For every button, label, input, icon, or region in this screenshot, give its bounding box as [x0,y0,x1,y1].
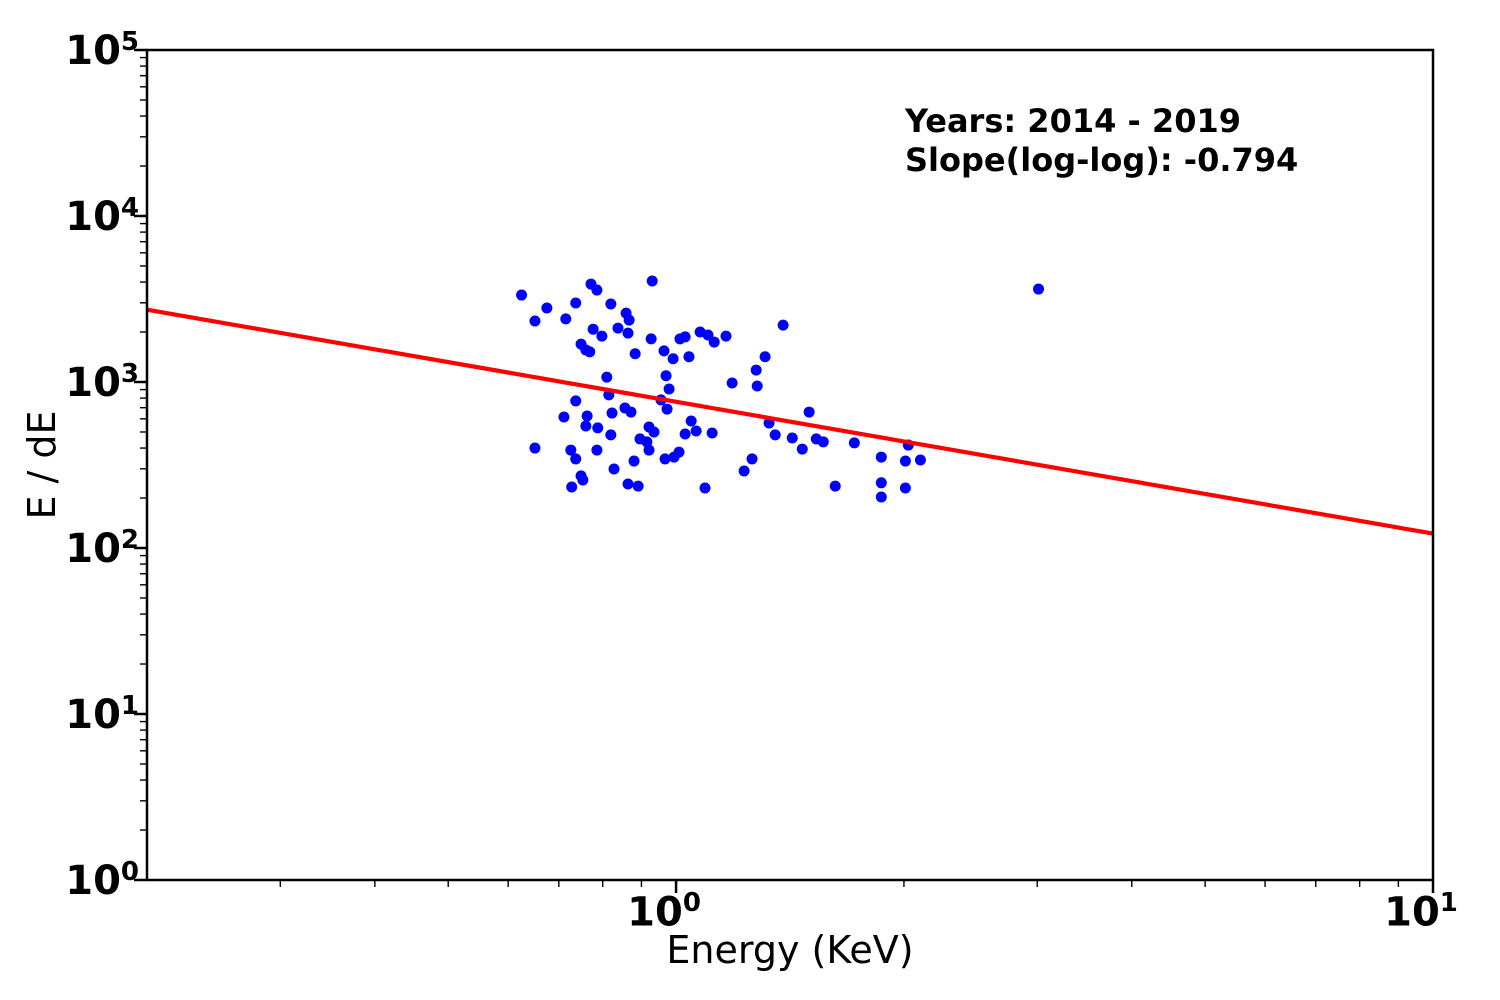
x-tick-label: 100 [627,888,701,936]
data-point [570,297,582,309]
data-point [577,474,589,486]
data-point [646,275,658,287]
data-point [516,289,528,301]
data-point [566,481,578,493]
data-point [658,345,670,357]
data-point [738,465,750,477]
data-point [606,407,618,419]
annotation-years: Years: 2014 - 2019 [905,102,1241,140]
data-point [777,319,789,331]
annotation-slope: Slope(log-log): -0.794 [905,141,1299,179]
data-point [875,477,887,489]
data-point [622,478,634,490]
data-point [848,437,860,449]
data-point [625,406,637,418]
data-point [612,322,624,334]
data-point [529,442,541,454]
data-point [565,444,577,456]
y-tick-label: 104 [65,192,139,241]
data-point [702,329,714,341]
data-point [622,327,634,339]
data-point [641,436,653,448]
y-tick-label: 100 [65,856,139,905]
data-point [648,426,660,438]
data-point [629,348,641,360]
data-point [587,323,599,335]
data-point [580,420,592,432]
data-point [608,463,620,475]
data-point [706,427,718,439]
y-tick-label: 102 [65,524,139,573]
plot-box [145,48,1435,882]
data-point [529,315,541,327]
data-point [786,432,798,444]
data-point [690,425,702,437]
data-point [628,455,640,467]
x-tick-label: 101 [1384,888,1458,936]
data-point [601,371,613,383]
data-point [817,436,829,448]
data-point [751,380,763,392]
y-tick-label: 101 [65,690,139,739]
data-point [673,446,685,458]
data-point [570,395,582,407]
data-point [720,330,732,342]
data-point [558,411,570,423]
data-point [899,455,911,467]
data-point [899,482,911,494]
data-point [541,302,553,314]
data-point [875,451,887,463]
data-point [660,370,672,382]
data-point [645,333,657,345]
data-point [829,480,841,492]
data-point [1033,283,1045,295]
data-point [726,377,738,389]
data-point [570,453,582,465]
data-point [596,330,608,342]
data-point [663,383,675,395]
data-point [584,346,596,358]
data-point [679,331,691,343]
x-axis-label: Energy (KeV) [666,928,914,972]
data-point [591,444,603,456]
data-point [875,491,887,503]
data-point [661,403,673,415]
y-axis-label: E / dE [20,410,64,520]
data-point [643,444,655,456]
data-point [796,443,808,455]
y-tick-label: 103 [65,358,139,407]
data-point [632,480,644,492]
annotation: Years: 2014 - 2019 Slope(log-log): -0.79… [905,102,1298,180]
data-point [685,415,697,427]
data-point [914,454,926,466]
data-point [605,429,617,441]
data-point [769,429,781,441]
data-point [750,364,762,376]
trend-line [146,307,1434,536]
data-point [679,428,691,440]
y-tick-label: 105 [65,26,139,75]
data-point [746,453,758,465]
data-point [592,422,604,434]
data-point [605,298,617,310]
data-point [560,313,572,325]
data-point [659,453,671,465]
data-point [667,353,679,365]
data-point [591,284,603,296]
data-point [699,482,711,494]
data-point [683,351,695,363]
data-point [623,314,635,326]
data-point [581,410,593,422]
data-point [708,336,720,348]
data-point [803,406,815,418]
data-point [759,351,771,363]
